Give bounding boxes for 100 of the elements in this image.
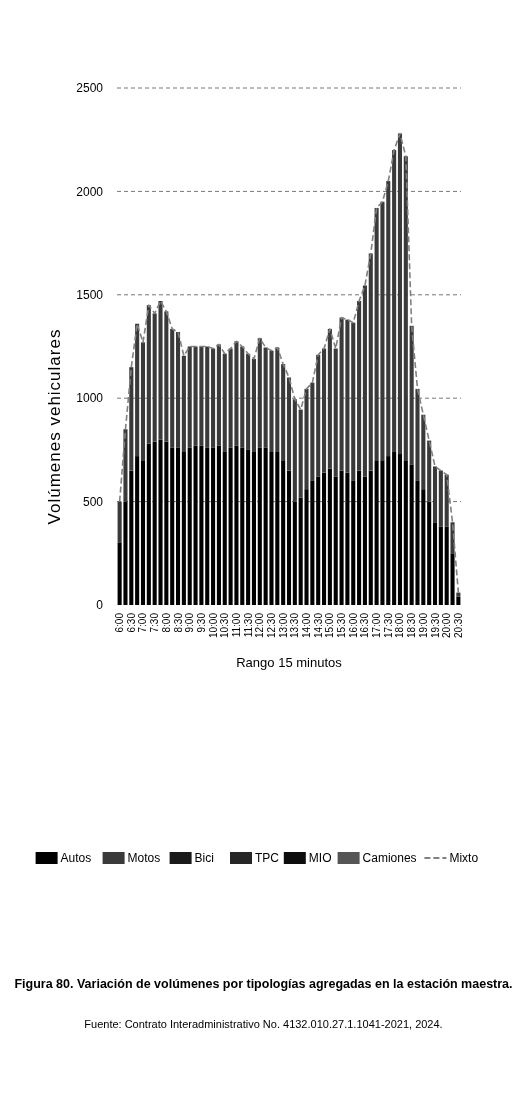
bar: [146, 305, 151, 444]
bar: [351, 322, 356, 481]
x-tick-label: 18:30: [406, 612, 418, 639]
legend-label: Autos: [60, 851, 92, 866]
bar: [240, 447, 245, 605]
bar: [362, 476, 367, 605]
bar: [357, 470, 362, 605]
x-tick-label: 17:00: [371, 612, 383, 639]
x-tick-label: 18:00: [394, 612, 406, 639]
x-tick-label: 17:30: [382, 612, 394, 639]
x-tick-label: 15:30: [336, 612, 348, 639]
bar: [333, 476, 338, 605]
bar: [322, 348, 327, 473]
x-tick-label: 9:00: [184, 612, 196, 633]
x-tick-label: 6:30: [125, 612, 137, 633]
bar: [140, 460, 146, 605]
bar: [135, 456, 140, 605]
x-tick-label: 14:30: [312, 612, 324, 639]
bar: [397, 133, 403, 455]
x-tick-label: 7:00: [137, 612, 149, 633]
bar: [181, 355, 186, 452]
text: Figura 80. Variación de volúmenes por tipologías agregadas en la estación maestra.: [14, 977, 513, 991]
bar: [386, 181, 391, 457]
bar: [362, 285, 367, 477]
bar: [251, 451, 256, 605]
bar: [316, 476, 321, 605]
legend-label: Camiones: [362, 851, 417, 866]
bar: [246, 449, 251, 605]
legend-label: Motos: [127, 851, 161, 866]
x-tick-label: 12:30: [265, 612, 277, 639]
bar: [403, 156, 408, 461]
x-tick-label: 16:30: [359, 612, 371, 639]
bar: [456, 592, 461, 597]
legend-label: Mixto: [449, 851, 479, 866]
x-tick-label: 12:00: [254, 612, 266, 639]
bar: [117, 501, 122, 543]
bar: [327, 328, 332, 469]
bar: [187, 346, 192, 448]
bar: [175, 332, 181, 448]
x-tick-label: 8:00: [160, 612, 172, 633]
bar: [432, 522, 438, 605]
x-tick-label: 7:30: [149, 612, 161, 633]
x-tick-label: 6:00: [114, 612, 126, 633]
bar: [170, 328, 175, 448]
bar: [286, 377, 292, 471]
bar: [368, 470, 373, 605]
bar: [205, 346, 210, 448]
x-tick-label: 16:00: [347, 612, 359, 639]
bar: [222, 451, 227, 605]
legend-label: TPC: [255, 851, 280, 866]
x-tick-label: 13:00: [277, 612, 289, 639]
bar: [386, 456, 391, 605]
bar: [397, 454, 403, 605]
bar: [438, 526, 443, 605]
bar: [205, 447, 210, 605]
x-tick-label: 10:00: [207, 612, 219, 639]
bar: [392, 451, 397, 605]
bar: [181, 451, 186, 605]
x-tick-label: 8:30: [172, 612, 184, 633]
bar: [316, 354, 321, 477]
bar: [333, 348, 338, 477]
bar: [292, 399, 297, 502]
bar: [357, 301, 362, 471]
bar: [327, 468, 332, 605]
x-tick-label: 20:30: [452, 612, 464, 639]
x-axis-title: Rango 15 minutos: [236, 655, 343, 670]
x-tick-label: 20:00: [441, 612, 453, 639]
bar: [211, 348, 216, 448]
x-tick-label: 13:30: [289, 612, 301, 639]
bar: [427, 440, 432, 502]
bar: [368, 253, 373, 471]
bar: [211, 447, 216, 605]
x-tick-label: 10:30: [219, 612, 231, 639]
bar: [170, 447, 175, 605]
x-tick-label: 11:00: [230, 612, 242, 638]
y-tick-label: 2000: [76, 184, 104, 199]
bar: [257, 447, 262, 605]
y-tick-label: 1000: [76, 391, 104, 406]
bar: [281, 460, 286, 605]
y-tick-label: 0: [96, 598, 104, 613]
y-tick-label: 1500: [76, 288, 104, 302]
bar: [222, 353, 227, 452]
bar: [392, 150, 397, 452]
line-series: [118, 132, 460, 594]
bar: [438, 470, 443, 527]
bar: [140, 342, 146, 461]
bar: [292, 501, 297, 605]
x-tick-label: 11:30: [242, 612, 254, 638]
bar: [216, 445, 221, 605]
x-tick-label: 19:30: [429, 612, 441, 639]
bar: [146, 443, 151, 605]
y-tick-label: 2500: [76, 81, 104, 96]
x-tick-label: 15:00: [324, 612, 336, 639]
bar: [257, 338, 262, 448]
legend-label: MIO: [308, 851, 332, 866]
bar: [403, 460, 408, 605]
y-tick-label: 500: [82, 494, 104, 509]
bar: [286, 470, 292, 605]
bar: [432, 466, 438, 523]
bar: [281, 364, 286, 461]
